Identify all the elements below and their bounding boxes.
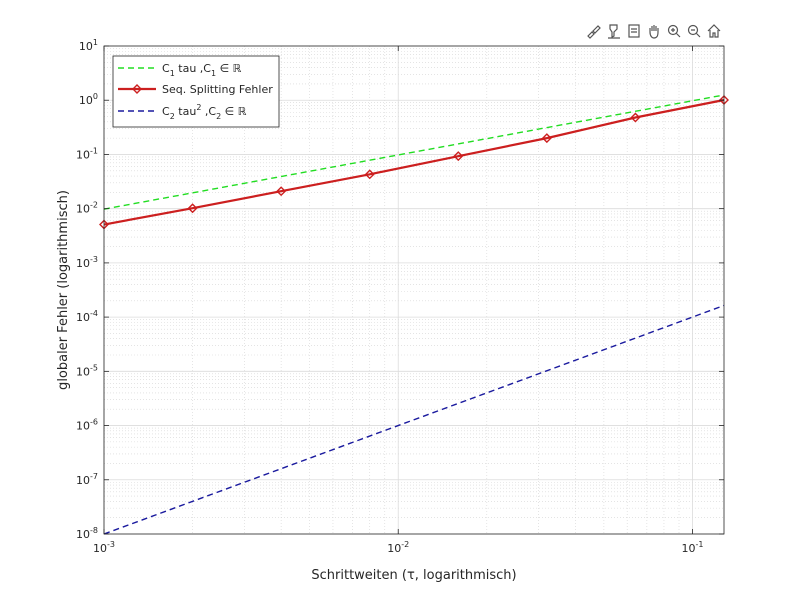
figure-toolbar: [585, 24, 723, 42]
y-tick-label: 10-6: [76, 418, 98, 433]
x-tick-label: 10-3: [93, 540, 115, 555]
x-tick-label: 10-2: [387, 540, 409, 555]
datatip-icon: [606, 23, 622, 43]
data-point: [453, 151, 464, 162]
zoom-out-button[interactable]: [685, 24, 703, 42]
y-tick-label: 101: [79, 38, 98, 53]
pan-button[interactable]: [645, 24, 663, 42]
restore-view-icon: [626, 23, 642, 43]
data-point: [541, 133, 552, 144]
data-point: [364, 169, 375, 180]
legend-label: C1 tau ,C1 ∈ ℝ: [162, 62, 242, 78]
y-axis-label: globaler Fehler (logarithmisch): [56, 190, 71, 390]
series-line: [103, 304, 725, 535]
series-line: [103, 94, 725, 210]
legend: C1 tau ,C1 ∈ ℝ Seq. Splitting Fehler C2 ta…: [112, 55, 280, 128]
data-point: [630, 112, 641, 123]
zoom-in-button[interactable]: [665, 24, 683, 42]
y-tick-label: 10-2: [76, 201, 98, 216]
home-button[interactable]: [705, 24, 723, 42]
y-tick-label: 10-3: [76, 255, 98, 270]
data-point: [276, 186, 287, 197]
series-3: [103, 304, 725, 535]
legend-label: C2 tau2 ,C2 ∈ ℝ: [162, 103, 247, 121]
x-axis-label: Schrittweiten (τ, logarithmisch): [311, 568, 516, 583]
brush-button[interactable]: [585, 24, 603, 42]
restore-view-button[interactable]: [625, 24, 643, 42]
zoom-out-icon: [686, 23, 702, 43]
x-tick-label: 10-1: [681, 540, 703, 555]
axes-box: [103, 45, 725, 535]
home-icon: [706, 23, 722, 43]
zoom-in-icon: [666, 23, 682, 43]
y-tick-label: 100: [79, 92, 98, 107]
series-line: [103, 98, 725, 226]
legend-marker: [132, 84, 142, 94]
datatip-button[interactable]: [605, 24, 623, 42]
y-tick-label: 10-8: [76, 526, 98, 541]
y-tick-label: 10-4: [76, 309, 98, 324]
pan-hand-icon: [646, 23, 662, 43]
legend-label: Seq. Splitting Fehler: [162, 83, 273, 96]
y-tick-label: 10-1: [76, 146, 98, 161]
brush-icon: [586, 23, 602, 43]
y-tick-label: 10-5: [76, 363, 98, 378]
y-tick-label: 10-7: [76, 472, 98, 487]
data-point: [187, 203, 198, 214]
series-1: [103, 94, 725, 210]
tick-marks: [103, 45, 724, 535]
